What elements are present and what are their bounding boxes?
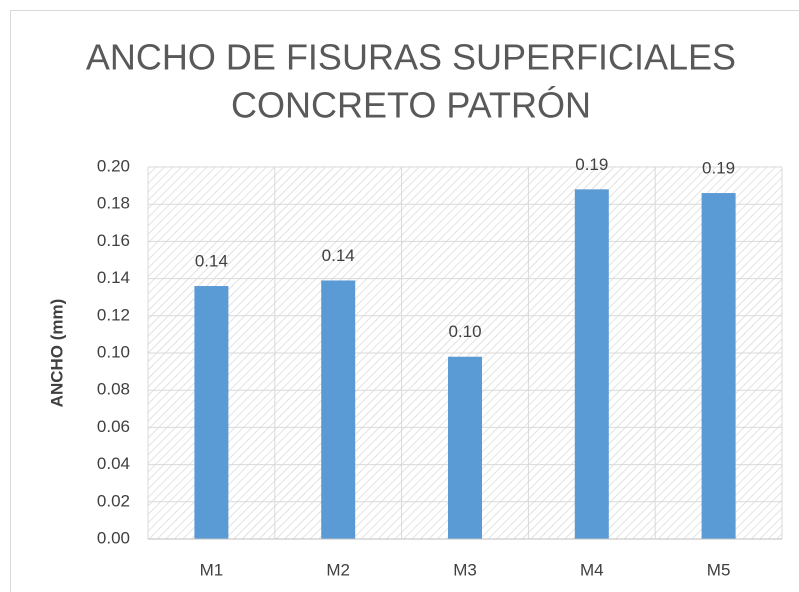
y-tick-label: 0.04 bbox=[97, 454, 130, 473]
data-label: 0.14 bbox=[195, 252, 228, 271]
bar bbox=[574, 189, 609, 539]
bar bbox=[321, 280, 356, 539]
y-tick-label: 0.10 bbox=[97, 342, 130, 361]
y-tick-label: 0.06 bbox=[97, 417, 130, 436]
chart-border bbox=[10, 10, 799, 592]
x-tick-label: M2 bbox=[326, 560, 350, 579]
y-axis-label: ANCHO (mm) bbox=[47, 299, 66, 408]
y-tick-label: 0.20 bbox=[97, 156, 130, 175]
y-tick-label: 0.18 bbox=[97, 194, 130, 213]
y-tick-label: 0.08 bbox=[97, 380, 130, 399]
y-tick-label: 0.14 bbox=[97, 268, 130, 287]
data-label: 0.10 bbox=[448, 322, 481, 341]
bar bbox=[448, 356, 482, 539]
x-tick-label: M4 bbox=[580, 560, 604, 579]
y-tick-label: 0.02 bbox=[97, 491, 130, 510]
data-label: 0.14 bbox=[322, 246, 355, 265]
x-tick-label: M5 bbox=[707, 560, 731, 579]
y-tick-label: 0.16 bbox=[97, 231, 130, 250]
y-tick-label: 0.00 bbox=[97, 528, 130, 547]
bar bbox=[701, 193, 736, 540]
chart-title: ANCHO DE FISURAS SUPERFICIALES bbox=[86, 37, 736, 78]
x-tick-label: M1 bbox=[200, 560, 224, 579]
bar bbox=[194, 286, 229, 539]
x-tick-label: M3 bbox=[453, 560, 477, 579]
y-tick-label: 0.12 bbox=[97, 305, 130, 324]
data-label: 0.19 bbox=[702, 159, 735, 178]
data-label: 0.19 bbox=[575, 155, 608, 174]
chart-title: CONCRETO PATRÓN bbox=[231, 85, 591, 126]
